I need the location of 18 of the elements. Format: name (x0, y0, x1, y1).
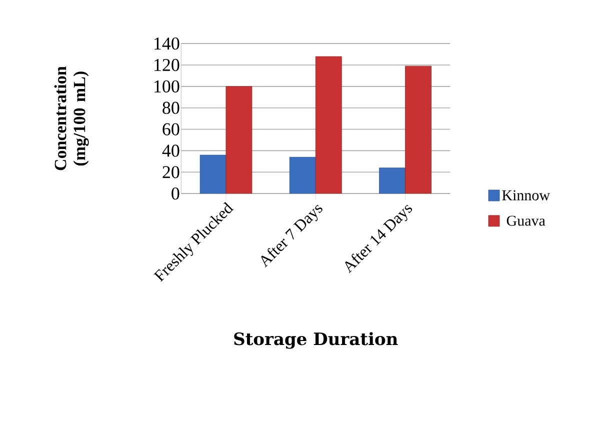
y-tick-label: 40 (162, 144, 180, 157)
bar (226, 86, 252, 194)
bar (289, 156, 316, 194)
bar (200, 154, 226, 194)
y-tick-label: 100 (154, 80, 180, 92)
x-axis-title: Storage Duration (234, 332, 398, 349)
y-tick-label: 140 (154, 37, 180, 50)
y-tick-label: 20 (162, 166, 180, 178)
legend-label: Guava (506, 216, 546, 226)
y-axis-title: Concentration (mg/100 mL) (54, 66, 89, 170)
bar (315, 56, 342, 194)
y-tick-label: 60 (162, 123, 180, 136)
legend-label: Kinnow (502, 190, 550, 200)
bar (405, 66, 432, 194)
y-tick-label: 80 (162, 102, 180, 114)
bar (379, 168, 406, 194)
y-tick-label: 120 (154, 58, 180, 72)
y-tick-label: 0 (172, 187, 180, 200)
